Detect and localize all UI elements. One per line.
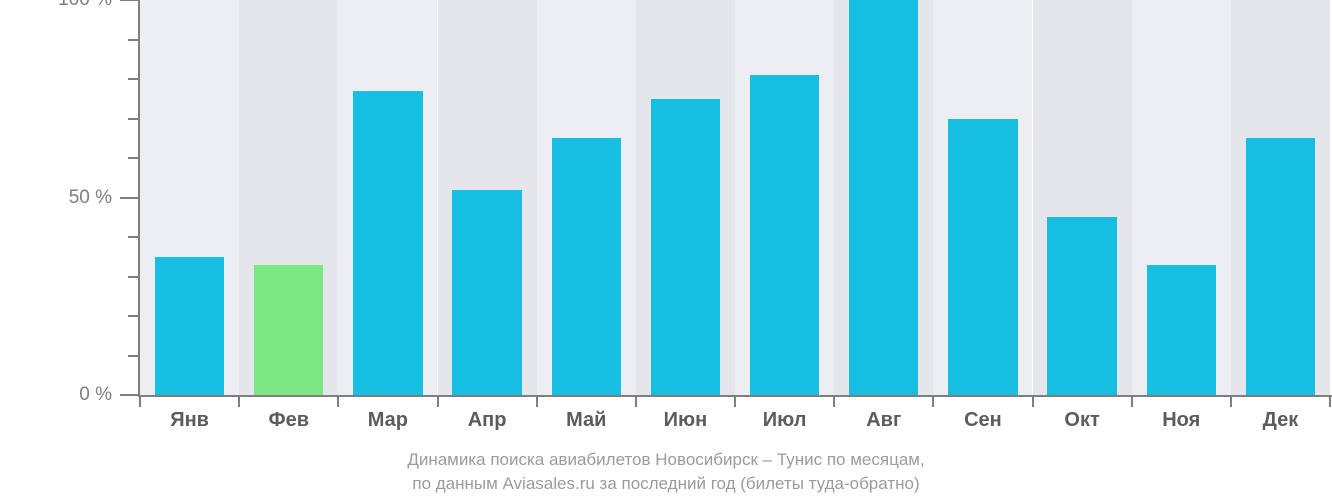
y-axis-label: 100 % <box>0 0 112 11</box>
y-minor-tick <box>128 157 138 159</box>
x-axis-label: Фев <box>269 409 310 432</box>
x-tick <box>932 395 934 407</box>
y-minor-tick <box>128 78 138 80</box>
y-major-tick <box>120 394 138 396</box>
x-axis-label: Июн <box>664 409 708 432</box>
y-minor-tick <box>128 118 138 120</box>
bar <box>948 119 1017 396</box>
x-tick <box>139 395 141 407</box>
x-axis-label: Ноя <box>1162 409 1200 432</box>
x-tick <box>238 395 240 407</box>
y-minor-tick <box>128 276 138 278</box>
x-axis-label: Окт <box>1064 409 1099 432</box>
chart-caption-line2: по данным Aviasales.ru за последний год … <box>0 474 1332 494</box>
x-tick <box>833 395 835 407</box>
y-minor-tick <box>128 39 138 41</box>
x-tick <box>1230 395 1232 407</box>
bar <box>353 91 422 395</box>
x-axis-label: Июл <box>763 409 807 432</box>
bar <box>552 138 621 395</box>
x-tick <box>734 395 736 407</box>
x-axis-label: Авг <box>866 409 901 432</box>
y-axis-label: 50 % <box>0 187 112 209</box>
bar <box>254 265 323 395</box>
x-axis-label: Сен <box>964 409 1002 432</box>
x-tick <box>1032 395 1034 407</box>
y-minor-tick <box>128 315 138 317</box>
x-tick <box>337 395 339 407</box>
plot-area <box>140 0 1330 395</box>
y-axis-label: 0 % <box>0 384 112 406</box>
x-tick <box>437 395 439 407</box>
chart-caption-line1: Динамика поиска авиабилетов Новосибирск … <box>0 450 1332 470</box>
x-tick <box>635 395 637 407</box>
bar <box>1246 138 1315 395</box>
x-tick <box>1329 395 1331 407</box>
bar <box>155 257 224 395</box>
y-minor-tick <box>128 236 138 238</box>
x-tick <box>536 395 538 407</box>
x-axis-label: Дек <box>1263 409 1299 432</box>
bar <box>452 190 521 395</box>
x-axis-label: Янв <box>170 409 209 432</box>
y-major-tick <box>120 0 138 1</box>
bar <box>849 0 918 395</box>
bar <box>1147 265 1216 395</box>
x-axis-label: Апр <box>468 409 507 432</box>
y-major-tick <box>120 197 138 199</box>
y-minor-tick <box>128 355 138 357</box>
search-dynamics-chart: 0 % 50 % 100 % Янв Фев Мар Апр Май Июн Июл Авг Сен… <box>0 0 1332 502</box>
x-axis-label: Мар <box>368 409 408 432</box>
y-axis-line <box>138 0 140 397</box>
bar <box>651 99 720 395</box>
x-tick <box>1131 395 1133 407</box>
x-axis-label: Май <box>566 409 606 432</box>
bar <box>1047 217 1116 395</box>
bar <box>750 75 819 395</box>
